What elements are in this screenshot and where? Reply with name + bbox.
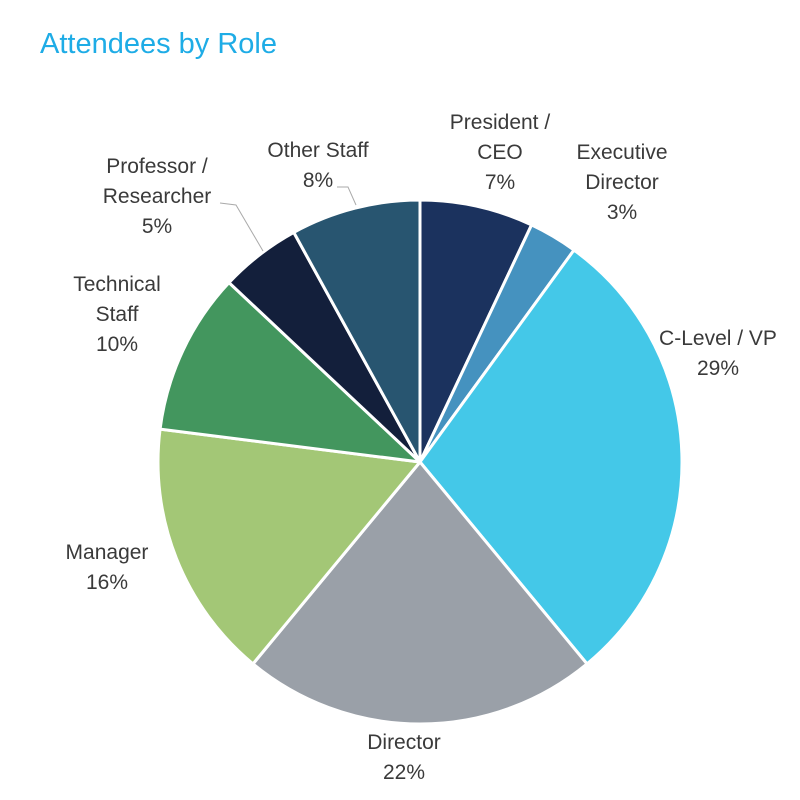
slice-value-label: 16%	[86, 571, 128, 594]
slice-label-7: Other Staff 8%	[267, 139, 368, 192]
chart-title: Attendees by Role	[40, 28, 277, 60]
slice-value-label: 10%	[96, 333, 138, 356]
slice-value-label: 3%	[607, 201, 637, 224]
slice-value-label: 29%	[697, 357, 739, 380]
slice-name-label: Manager	[66, 541, 149, 564]
slice-name-label: Executive	[576, 141, 667, 164]
slice-name-label: Staff	[96, 303, 139, 326]
slice-name-label: CEO	[477, 141, 523, 164]
pie-slice-0	[418, 198, 534, 464]
slice-value-label: 5%	[142, 215, 172, 238]
leader-line-other-staff	[337, 186, 357, 206]
pie-slice-4	[156, 427, 422, 666]
slice-value-label: 8%	[303, 169, 333, 192]
slice-value-label: 7%	[485, 171, 515, 194]
slice-label-3: Director 22%	[367, 731, 441, 784]
pie-slice-3	[251, 460, 589, 726]
slice-label-6: Professor / Researcher 5%	[103, 155, 212, 238]
pie-slice-7	[292, 198, 422, 464]
pie-slice-5	[158, 281, 422, 464]
pie-slice-2	[418, 248, 684, 666]
slice-name-label: C-Level / VP	[659, 327, 777, 350]
leader-line-professor	[219, 202, 264, 252]
slice-name-label: Director	[367, 731, 441, 754]
slice-name-label: Researcher	[103, 185, 212, 208]
slice-label-5: Technical Staff 10%	[73, 273, 161, 356]
slice-value-label: 22%	[383, 761, 425, 784]
slice-label-4: Manager 16%	[66, 541, 149, 594]
slice-name-label: Director	[585, 171, 659, 194]
slice-name-label: President /	[450, 111, 551, 134]
slice-name-label: Technical	[73, 273, 161, 296]
slice-label-1: Executive Director 3%	[576, 141, 667, 224]
slice-name-label: Other Staff	[267, 139, 368, 162]
slice-label-0: President / CEO 7%	[450, 111, 551, 194]
slice-label-2: C-Level / VP 29%	[659, 327, 777, 380]
slice-name-label: Professor /	[106, 155, 208, 178]
